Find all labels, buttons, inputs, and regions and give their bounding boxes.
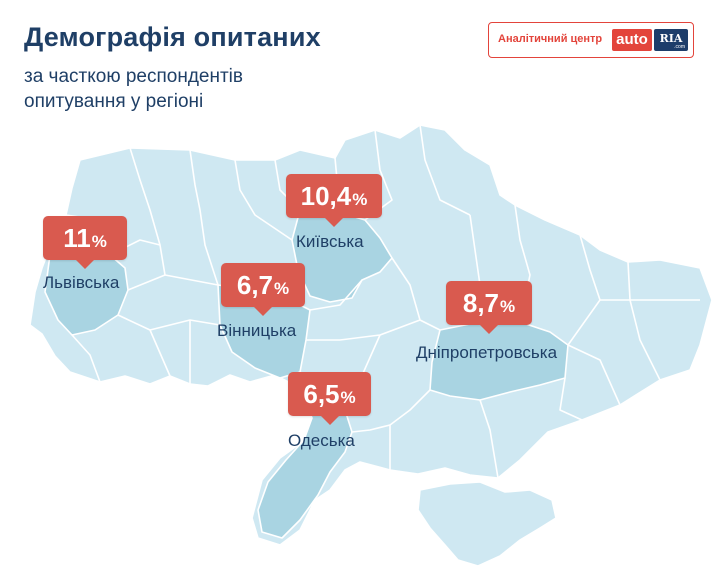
callout-kyiv: 10,4% xyxy=(286,174,382,227)
subtitle-line-2: опитування у регіоні xyxy=(24,91,204,112)
callout-dnipro-value: 8,7 xyxy=(462,288,500,318)
region-label-kyiv: Київська xyxy=(296,232,364,251)
callout-kyiv-value: 10,4 xyxy=(300,181,352,211)
brand-label: Аналітичний центр xyxy=(498,33,603,45)
region-label-vinnytsia: Вінницька xyxy=(217,321,297,340)
region-label-dnipro: Дніпропетровська xyxy=(416,343,558,362)
brand-logo-auto: auto xyxy=(612,29,652,51)
brand-logo-ria-text: RIA xyxy=(659,32,683,45)
callout-kyiv-unit: % xyxy=(352,190,368,209)
callout-lviv: 11% xyxy=(43,216,127,269)
callout-vinnytsia-value: 6,7 xyxy=(236,270,274,300)
crimea xyxy=(417,481,557,567)
callout-dnipro-unit: % xyxy=(500,297,516,316)
callout-lviv-value: 11 xyxy=(63,223,91,253)
region-odesa xyxy=(257,389,353,539)
brand-logo-ria: RIA .com xyxy=(654,29,688,51)
callout-dnipro: 8,7% xyxy=(446,281,532,334)
region-label-lviv: Львівська xyxy=(43,273,120,292)
callout-odesa: 6,5% xyxy=(288,372,371,425)
country-outline xyxy=(29,124,713,546)
callout-odesa-value: 6,5 xyxy=(303,379,340,409)
callout-lviv-unit: % xyxy=(91,232,107,251)
page-subtitle: за часткою респондентів опитування у рег… xyxy=(24,64,344,114)
region-label-odesa: Одеська xyxy=(288,431,355,450)
subtitle-line-1: за часткою респондентів xyxy=(24,66,243,87)
brand-logo-domain: .com xyxy=(674,44,685,50)
brand-logo: Аналітичний центр auto RIA .com xyxy=(488,22,694,58)
callout-odesa-unit: % xyxy=(340,388,356,407)
callout-vinnytsia: 6,7% xyxy=(221,263,305,316)
callout-vinnytsia-unit: % xyxy=(274,279,290,298)
page-title: Демографія опитаних xyxy=(24,22,321,52)
